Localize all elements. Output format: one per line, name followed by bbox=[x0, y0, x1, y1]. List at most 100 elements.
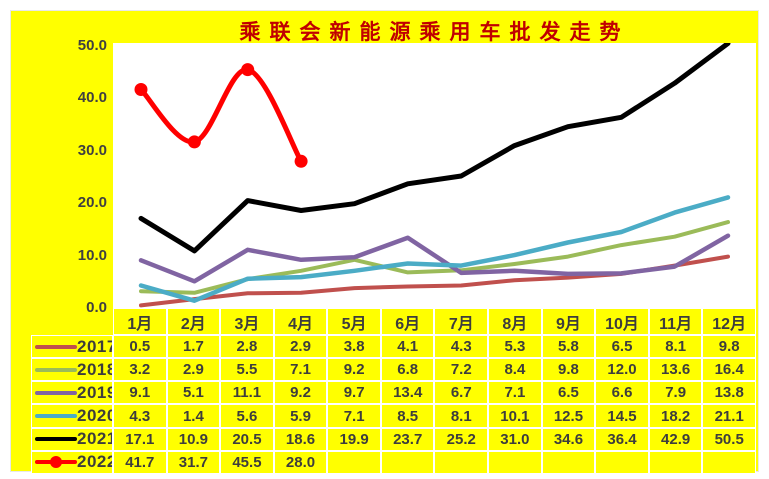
legend-line-swatch bbox=[35, 437, 77, 442]
legend-item-2021: 2021 bbox=[31, 427, 113, 451]
table-value-cell: 18.6 bbox=[273, 427, 328, 451]
table-value-cell: 25.2 bbox=[434, 427, 489, 451]
table-value-cell bbox=[380, 450, 435, 474]
table-value-cell bbox=[648, 450, 703, 474]
table-value-cell: 31.7 bbox=[166, 450, 221, 474]
month-header-cell: 6月 bbox=[380, 308, 435, 335]
table-value-cell: 9.2 bbox=[327, 358, 381, 382]
table-value-cell: 1.7 bbox=[166, 335, 221, 359]
table-value-cell: 4.3 bbox=[434, 335, 489, 359]
table-value-cell: 31.0 bbox=[488, 427, 542, 451]
table-value-cell: 2.8 bbox=[220, 335, 274, 359]
series-year-label: 2017 bbox=[77, 336, 113, 356]
series-year-label: 2019 bbox=[77, 382, 113, 402]
table-value-cell bbox=[488, 450, 542, 474]
table-value-cell: 12.0 bbox=[595, 358, 649, 382]
table-value-cell: 8.1 bbox=[434, 404, 489, 428]
table-value-cell: 9.7 bbox=[327, 381, 381, 405]
table-value-cell: 6.5 bbox=[541, 381, 596, 405]
table-value-cell: 2.9 bbox=[273, 335, 328, 359]
y-axis-tick-label: 0.0 bbox=[86, 299, 107, 316]
table-value-cell: 7.1 bbox=[488, 381, 542, 405]
table-value-cell: 4.3 bbox=[113, 404, 167, 428]
table-value-cell: 8.5 bbox=[380, 404, 435, 428]
y-axis-tick-label: 50.0 bbox=[77, 37, 107, 54]
y-axis-tick-label: 40.0 bbox=[77, 89, 107, 107]
month-header-cell: 4月 bbox=[273, 308, 328, 335]
legend-line-swatch bbox=[35, 456, 77, 469]
legend-item-2022: 2022 bbox=[31, 450, 113, 474]
legend-item-2019: 2019 bbox=[31, 381, 113, 405]
table-value-cell: 50.5 bbox=[702, 427, 756, 451]
chart-title: 乘联会新能源乘用车批发走势 bbox=[239, 21, 630, 44]
data-table: 1月 2月 3月 4月 5月 6月 7月 8月 9月 10月 11月 12月 2017 0.5 1.7 2.8… bbox=[31, 308, 756, 474]
series-line-2020 bbox=[138, 195, 731, 303]
table-value-cell: 11.1 bbox=[220, 381, 274, 405]
table-value-cell: 5.1 bbox=[166, 381, 221, 405]
table-value-cell: 36.4 bbox=[595, 427, 649, 451]
table-value-cell: 28.0 bbox=[273, 450, 328, 474]
table-value-cell: 18.2 bbox=[648, 404, 703, 428]
table-value-cell: 5.9 bbox=[273, 404, 328, 428]
month-header-cell: 8月 bbox=[488, 308, 542, 335]
table-value-cell: 5.5 bbox=[220, 358, 274, 382]
table-corner-spacer bbox=[31, 308, 113, 335]
table-value-cell: 7.9 bbox=[648, 381, 703, 405]
legend-line-swatch bbox=[35, 390, 77, 395]
series-year-label: 2021 bbox=[77, 429, 113, 449]
table-value-cell: 9.1 bbox=[113, 381, 167, 405]
table-value-cell bbox=[595, 450, 649, 474]
line-chart-svg bbox=[134, 43, 731, 308]
table-value-cell: 9.8 bbox=[702, 335, 756, 359]
series-line-2021 bbox=[138, 43, 731, 254]
legend-item-2018: 2018 bbox=[31, 358, 113, 382]
month-header-cell: 9月 bbox=[541, 308, 596, 335]
legend-item-2020: 2020 bbox=[31, 404, 113, 428]
table-value-cell: 2.9 bbox=[166, 358, 221, 382]
table-value-cell: 7.1 bbox=[273, 358, 328, 382]
series-year-label: 2018 bbox=[77, 359, 113, 379]
table-value-cell: 5.6 bbox=[220, 404, 274, 428]
month-header-cell: 5月 bbox=[327, 308, 381, 335]
legend-line-swatch bbox=[35, 344, 77, 349]
y-axis-tick-label: 10.0 bbox=[77, 246, 107, 264]
table-value-cell: 45.5 bbox=[220, 450, 274, 474]
table-value-cell: 23.7 bbox=[380, 427, 435, 451]
table-value-cell: 13.4 bbox=[380, 381, 435, 405]
table-value-cell bbox=[541, 450, 596, 474]
table-value-cell: 6.8 bbox=[380, 358, 435, 382]
y-axis-tick-label: 30.0 bbox=[77, 141, 107, 159]
table-value-cell: 7.2 bbox=[434, 358, 489, 382]
data-point-marker-2022 bbox=[187, 135, 201, 149]
month-header-cell: 2月 bbox=[166, 308, 221, 335]
table-value-cell: 19.9 bbox=[327, 427, 381, 451]
legend-marker-dot-icon bbox=[50, 456, 62, 469]
table-value-cell: 13.8 bbox=[702, 381, 756, 405]
table-value-cell: 3.8 bbox=[327, 335, 381, 359]
table-value-cell: 7.1 bbox=[327, 404, 381, 428]
table-value-cell: 34.6 bbox=[541, 427, 596, 451]
table-value-cell: 21.1 bbox=[702, 404, 756, 428]
table-value-cell bbox=[327, 450, 381, 474]
chart-canvas: 乘联会新能源乘用车批发走势 0.0 10.0 20.0 30.0 40.0 50.0 1月… bbox=[10, 10, 759, 474]
month-header-cell: 11月 bbox=[648, 308, 703, 335]
table-value-cell: 10.9 bbox=[166, 427, 221, 451]
series-year-label: 2020 bbox=[77, 406, 113, 426]
table-value-cell: 5.3 bbox=[488, 335, 542, 359]
table-value-cell: 8.4 bbox=[488, 358, 542, 382]
month-header-cell: 1月 bbox=[113, 308, 167, 335]
table-value-cell: 42.9 bbox=[648, 427, 703, 451]
table-value-cell: 16.4 bbox=[702, 358, 756, 382]
table-value-cell: 13.6 bbox=[648, 358, 703, 382]
series-year-label: 2022 bbox=[77, 452, 113, 472]
table-value-cell: 6.7 bbox=[434, 381, 489, 405]
legend-line-swatch bbox=[35, 367, 77, 372]
table-value-cell: 0.5 bbox=[113, 335, 167, 359]
month-header-cell: 7月 bbox=[434, 308, 489, 335]
table-value-cell: 3.2 bbox=[113, 358, 167, 382]
series-line-2019 bbox=[138, 233, 731, 284]
table-value-cell bbox=[702, 450, 756, 474]
plot-area bbox=[113, 43, 756, 308]
table-value-cell: 9.2 bbox=[273, 381, 328, 405]
